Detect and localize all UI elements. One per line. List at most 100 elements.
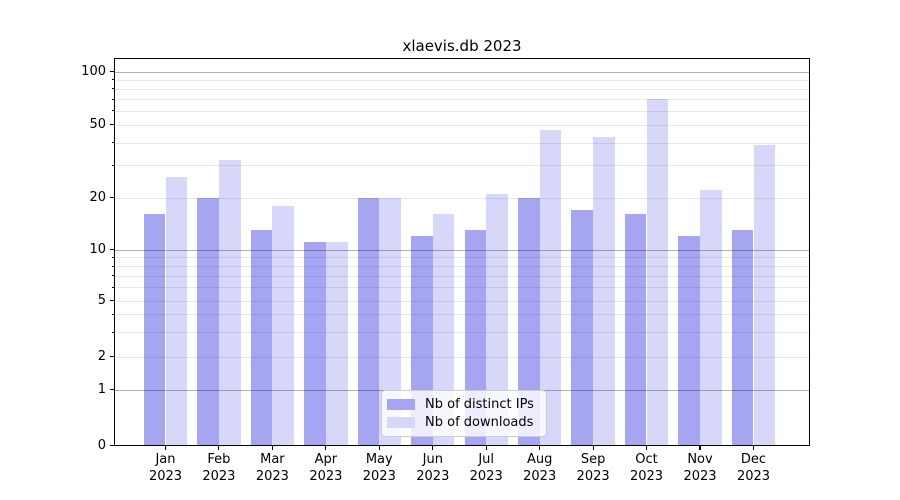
- bar-downloads-dec: [753, 144, 776, 446]
- y-tick: [110, 248, 114, 251]
- bar-distinct-ips-feb: [197, 197, 219, 446]
- x-tick: [271, 446, 273, 451]
- bar-downloads-jun: [432, 214, 455, 446]
- bar-distinct-ips-jan: [143, 214, 166, 446]
- legend-item-downloads: Nb of downloads: [387, 415, 546, 430]
- x-tick: [218, 446, 220, 451]
- bar-downloads-sep: [593, 136, 615, 446]
- gridline-minor: [114, 275, 810, 277]
- bar-distinct-ips-mar: [250, 229, 273, 446]
- bar-downloads-may: [379, 197, 401, 446]
- plot-area: [114, 58, 810, 446]
- x-tick: [164, 446, 167, 451]
- x-tick: [485, 446, 487, 451]
- gridline-minor: [114, 88, 810, 90]
- gridline-minor: [114, 287, 810, 289]
- legend-label-downloads: Nb of downloads: [425, 415, 534, 430]
- x-tick: [432, 446, 434, 451]
- x-tick-label: May 2023: [362, 452, 396, 484]
- y-minor-tick: [111, 265, 114, 267]
- y-tick: [110, 356, 114, 358]
- y-minor-tick: [111, 79, 114, 81]
- bar-distinct-ips-dec: [731, 229, 754, 446]
- gridline-major: [114, 249, 810, 251]
- legend-label-distinct-ips: Nb of distinct IPs: [425, 397, 534, 412]
- y-tick-label: 20: [89, 189, 106, 205]
- bar-downloads-aug: [539, 129, 562, 446]
- x-tick-label: Jan 2023: [148, 452, 183, 484]
- y-tick-label: 10: [89, 241, 106, 257]
- bar-downloads-oct: [646, 99, 669, 446]
- gridline-minor: [114, 257, 810, 259]
- bar-distinct-ips-nov: [678, 235, 700, 446]
- x-tick-label: Sep 2023: [576, 452, 610, 484]
- x-tick: [378, 446, 380, 451]
- y-tick-label: 2: [97, 348, 106, 364]
- x-tick: [752, 446, 755, 451]
- gridline-minor: [114, 331, 810, 333]
- y-tick-label: 100: [81, 63, 106, 79]
- y-minor-tick: [111, 331, 114, 333]
- bar-distinct-ips-may: [357, 197, 380, 446]
- gridline-major: [114, 71, 810, 73]
- bar-downloads-jan: [165, 176, 188, 446]
- bar-distinct-ips-oct: [624, 214, 647, 446]
- x-tick-label: Jun 2023: [416, 452, 450, 484]
- gridline-minor: [114, 124, 810, 126]
- bar-downloads-mar: [272, 205, 295, 446]
- gridline-minor: [114, 142, 810, 144]
- y-tick-label: 0: [97, 437, 106, 453]
- x-tick: [699, 446, 701, 451]
- y-minor-tick: [111, 313, 114, 315]
- y-tick-label: 5: [97, 292, 106, 308]
- y-minor-tick: [111, 275, 114, 277]
- x-tick-label: Oct 2023: [629, 452, 664, 484]
- x-tick: [325, 446, 327, 451]
- y-tick: [110, 71, 114, 73]
- gridline-minor: [114, 266, 810, 267]
- x-tick-label: Feb 2023: [202, 452, 236, 484]
- bar-downloads-feb: [218, 160, 241, 446]
- y-tick-label: 1: [97, 381, 106, 397]
- x-tick-label: Mar 2023: [255, 452, 289, 484]
- legend-item-distinct-ips: Nb of distinct IPs: [387, 397, 546, 412]
- y-minor-tick: [111, 88, 114, 90]
- bar-downloads-nov: [700, 190, 722, 446]
- legend-swatch-downloads: [387, 417, 415, 428]
- y-minor-tick: [111, 142, 114, 143]
- y-tick: [110, 445, 114, 447]
- gridline-minor: [114, 197, 810, 199]
- y-minor-tick: [111, 165, 114, 166]
- bar-downloads-jul: [486, 193, 508, 446]
- gridline-minor: [114, 300, 810, 302]
- y-tick-label: 50: [89, 116, 106, 132]
- gridline-minor: [114, 110, 810, 112]
- gridline-minor: [114, 165, 810, 167]
- y-minor-tick: [111, 110, 114, 112]
- legend-swatch-distinct-ips: [387, 399, 415, 410]
- bar-distinct-ips-sep: [571, 209, 594, 446]
- y-tick: [110, 197, 114, 199]
- x-tick: [645, 446, 648, 451]
- y-minor-tick: [111, 256, 114, 258]
- gridline-minor: [114, 79, 810, 81]
- x-tick: [592, 446, 594, 451]
- x-tick-label: Jul 2023: [469, 452, 503, 484]
- y-minor-tick: [111, 286, 114, 288]
- legend: Nb of distinct IPs Nb of downloads: [381, 390, 547, 437]
- y-tick: [110, 388, 114, 391]
- x-tick-label: Nov 2023: [683, 452, 717, 484]
- y-tick: [110, 300, 114, 302]
- x-tick-label: Dec 2023: [736, 452, 771, 484]
- x-tick-label: Apr 2023: [309, 452, 343, 484]
- gridline-minor: [114, 99, 810, 100]
- gridline-minor: [114, 314, 810, 316]
- y-minor-tick: [111, 98, 114, 100]
- chart-title: xlaevis.db 2023: [402, 37, 522, 55]
- x-tick: [539, 446, 541, 451]
- bar-distinct-ips-aug: [518, 197, 540, 446]
- bar-distinct-ips-apr: [304, 242, 326, 446]
- y-tick: [110, 124, 114, 126]
- x-tick-label: Aug 2023: [523, 452, 557, 484]
